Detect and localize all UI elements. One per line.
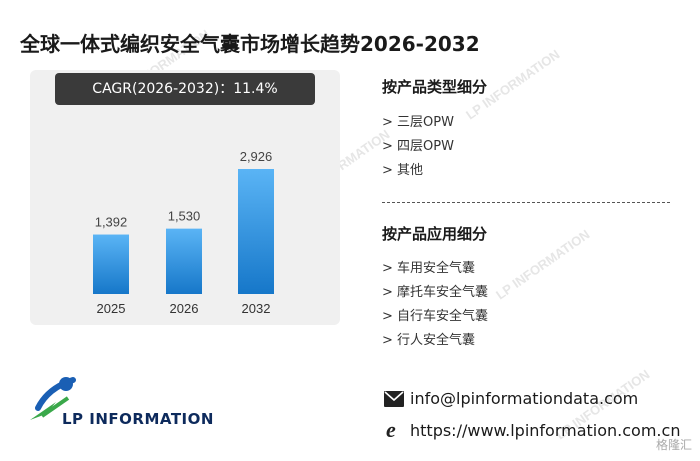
corner-watermark: 格隆汇	[655, 438, 692, 452]
svg-text:e: e	[386, 420, 396, 440]
list-item: > 车用安全气囊	[382, 261, 476, 276]
lp-logo-icon	[30, 377, 76, 420]
website-text[interactable]: https://www.lpinformation.com.cn	[410, 420, 681, 440]
data-label: 1,392	[95, 215, 128, 230]
bar-2032	[238, 169, 274, 294]
x-tick-label: 2032	[242, 301, 271, 316]
x-tick-label: 2025	[97, 301, 126, 316]
bar-2026	[166, 228, 202, 294]
data-label: 2,926	[240, 149, 273, 164]
type-segment-heading: 按产品类型细分	[382, 78, 488, 96]
email-text[interactable]: info@lpinformationdata.com	[410, 389, 639, 408]
cagr-badge: CAGR(2026-2032)：11.4%	[55, 73, 315, 105]
list-item: > 三层OPW	[382, 115, 454, 130]
page-title: 全球一体式编织安全气囊市场增长趋势2026-2032	[20, 32, 480, 56]
x-tick-label: 2026	[170, 301, 199, 316]
website-contact[interactable]: e https://www.lpinformation.com.cn	[384, 420, 680, 440]
data-label: 1,530	[168, 209, 201, 224]
list-item: > 摩托车安全气囊	[382, 285, 489, 300]
list-item: > 行人安全气囊	[382, 333, 476, 348]
application-segment-heading: 按产品应用细分	[382, 225, 488, 243]
type-segment-list: > 三层OPW > 四层OPW > 其他	[382, 111, 454, 183]
list-item: > 其他	[382, 163, 424, 178]
email-contact[interactable]: info@lpinformationdata.com	[384, 389, 638, 408]
list-item: > 四层OPW	[382, 139, 454, 154]
section-divider	[382, 202, 670, 203]
list-item: > 自行车安全气囊	[382, 309, 489, 324]
logo-text: LP INFORMATION	[62, 410, 214, 428]
bar-2025	[93, 234, 129, 294]
application-segment-list: > 车用安全气囊 > 摩托车安全气囊 > 自行车安全气囊 > 行人安全气囊	[382, 257, 488, 353]
envelope-icon	[384, 390, 404, 407]
ie-browser-icon: e	[386, 420, 396, 440]
